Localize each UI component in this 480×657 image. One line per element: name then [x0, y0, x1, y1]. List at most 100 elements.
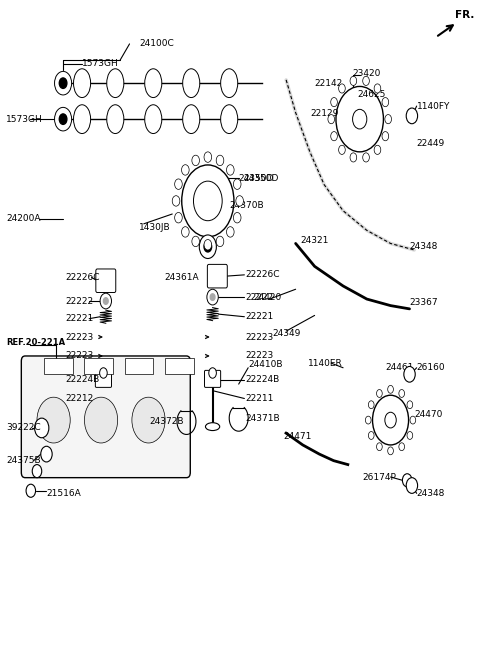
Ellipse shape: [73, 69, 91, 97]
Text: 24350D: 24350D: [239, 173, 274, 183]
Circle shape: [406, 108, 418, 124]
Circle shape: [193, 181, 222, 221]
Text: 22221: 22221: [65, 314, 94, 323]
Circle shape: [204, 152, 212, 162]
Text: 22226C: 22226C: [65, 273, 100, 282]
Circle shape: [233, 212, 241, 223]
Circle shape: [402, 474, 412, 487]
Circle shape: [376, 390, 382, 397]
Circle shape: [388, 386, 394, 394]
Text: 24471: 24471: [284, 432, 312, 441]
FancyBboxPatch shape: [207, 264, 228, 288]
Text: 39222C: 39222C: [6, 424, 41, 432]
Circle shape: [210, 294, 215, 300]
Circle shape: [227, 227, 234, 237]
Circle shape: [350, 153, 357, 162]
Circle shape: [204, 242, 212, 252]
Circle shape: [103, 298, 108, 304]
Text: 23420: 23420: [353, 69, 381, 78]
Circle shape: [100, 293, 111, 309]
FancyBboxPatch shape: [96, 269, 116, 292]
Text: 21516A: 21516A: [47, 489, 81, 498]
Circle shape: [181, 227, 189, 237]
Ellipse shape: [221, 104, 238, 133]
Circle shape: [388, 447, 394, 455]
Circle shape: [41, 446, 52, 462]
Text: 24361A: 24361A: [165, 273, 199, 282]
Circle shape: [132, 397, 165, 443]
Circle shape: [407, 401, 413, 409]
Circle shape: [399, 390, 405, 397]
Circle shape: [350, 76, 357, 85]
Ellipse shape: [205, 422, 220, 430]
Circle shape: [233, 179, 241, 189]
Circle shape: [227, 165, 234, 175]
Text: 23367: 23367: [409, 298, 438, 307]
Text: 24348: 24348: [417, 489, 445, 498]
Circle shape: [26, 484, 36, 497]
Circle shape: [331, 97, 337, 106]
Circle shape: [84, 397, 118, 443]
Text: 22129: 22129: [310, 110, 338, 118]
Circle shape: [32, 464, 42, 478]
Ellipse shape: [144, 104, 162, 133]
Bar: [84, 358, 113, 374]
Text: 22211: 22211: [246, 394, 274, 403]
FancyBboxPatch shape: [96, 371, 111, 388]
Circle shape: [172, 196, 180, 206]
Circle shape: [410, 416, 416, 424]
Circle shape: [385, 412, 396, 428]
Circle shape: [336, 87, 384, 152]
Circle shape: [175, 212, 182, 223]
Circle shape: [382, 131, 389, 141]
Text: 24375B: 24375B: [6, 456, 41, 465]
Circle shape: [338, 145, 345, 154]
Text: 22142: 22142: [314, 79, 343, 87]
Text: 22222: 22222: [65, 296, 94, 306]
Text: 24200A: 24200A: [6, 214, 41, 223]
Text: 1573GH: 1573GH: [82, 59, 119, 68]
Circle shape: [407, 432, 413, 440]
Circle shape: [37, 397, 70, 443]
Circle shape: [204, 240, 212, 250]
Circle shape: [406, 478, 418, 493]
Text: 22224B: 22224B: [246, 375, 280, 384]
Text: FR.: FR.: [455, 10, 474, 20]
Circle shape: [368, 432, 374, 440]
Circle shape: [404, 367, 415, 382]
Circle shape: [382, 97, 389, 106]
FancyBboxPatch shape: [21, 356, 190, 478]
Circle shape: [60, 78, 67, 89]
Circle shape: [207, 289, 218, 305]
Circle shape: [192, 155, 200, 166]
Circle shape: [55, 72, 72, 95]
Text: 22449: 22449: [417, 139, 445, 148]
Text: 24372B: 24372B: [150, 417, 184, 426]
Text: 22226C: 22226C: [246, 270, 280, 279]
Ellipse shape: [107, 69, 124, 97]
Text: 1573GH: 1573GH: [6, 115, 43, 124]
Circle shape: [175, 179, 182, 189]
Text: 24370B: 24370B: [229, 201, 264, 210]
Circle shape: [35, 418, 49, 438]
Text: 24625: 24625: [357, 90, 386, 99]
Text: 26160: 26160: [417, 363, 445, 373]
Bar: [44, 358, 72, 374]
Bar: [165, 358, 193, 374]
Ellipse shape: [107, 104, 124, 133]
Bar: [125, 358, 153, 374]
Text: 24470: 24470: [414, 411, 443, 419]
Text: 22223: 22223: [65, 332, 94, 342]
Circle shape: [216, 155, 224, 166]
Circle shape: [199, 235, 216, 258]
Text: REF.20-221A: REF.20-221A: [6, 338, 65, 348]
Text: 22222: 22222: [246, 292, 274, 302]
Circle shape: [209, 368, 216, 378]
Ellipse shape: [144, 69, 162, 97]
Circle shape: [365, 416, 371, 424]
Text: 24420: 24420: [253, 292, 281, 302]
FancyBboxPatch shape: [204, 371, 221, 388]
Circle shape: [399, 443, 405, 451]
Ellipse shape: [183, 69, 200, 97]
Ellipse shape: [73, 104, 91, 133]
